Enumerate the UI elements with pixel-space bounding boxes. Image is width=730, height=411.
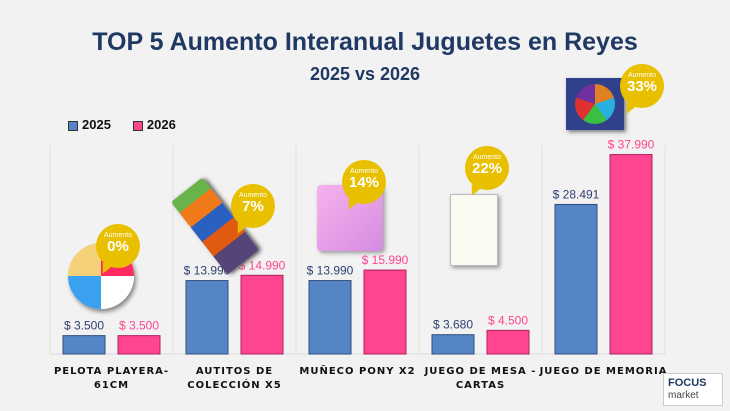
memory-game-image (566, 78, 624, 130)
category-label: MUÑECO PONY X2 (299, 364, 415, 377)
category-label: AUTITOS DE (196, 366, 273, 377)
category-label: COLECCIÓN X5 (187, 378, 281, 391)
data-label: $ 37.990 (608, 138, 655, 152)
data-label: $ 14.990 (239, 258, 286, 272)
bar-2025 (554, 203, 598, 355)
legend-label: 2025 (82, 117, 111, 132)
bar-2026 (363, 269, 407, 355)
legend-label: 2026 (146, 117, 176, 132)
chart-subtitle: 2025 vs 2026 (309, 64, 421, 84)
category-label: CARTAS (456, 380, 505, 391)
data-label: $ 3.680 (433, 318, 473, 332)
increase-bubble: Aumento 33% (620, 64, 664, 108)
bar-2026 (609, 154, 653, 355)
category-label: JUEGO DE MEMORIA (539, 366, 668, 377)
chart-title: TOP 5 Aumento Interanual Juguetes en Rey… (92, 28, 638, 56)
bar-2025 (62, 335, 106, 355)
increase-bubble: Aumento 14% (342, 160, 386, 204)
category-label: 61CM (94, 380, 129, 391)
data-label: $ 4.500 (488, 313, 528, 327)
increase-bubble: Aumento 22% (465, 146, 509, 190)
bar-2025 (431, 334, 475, 355)
bar-2026 (117, 335, 161, 355)
bar-2026 (486, 329, 530, 355)
legend-swatch (68, 120, 78, 131)
legend: 2025 2026 (68, 117, 176, 132)
category-label: JUEGO DE MESA - (424, 366, 537, 377)
card-game-image (450, 194, 498, 266)
data-label: $ 28.491 (553, 187, 600, 201)
data-label: $ 13.990 (307, 264, 354, 278)
legend-item-2025: 2025 (68, 117, 111, 132)
category-label: PELOTA PLAYERA- (54, 366, 169, 377)
legend-swatch (132, 120, 143, 131)
bar-2025 (185, 280, 229, 355)
legend-item-2026: 2026 (132, 117, 176, 132)
focus-market-logo: FOCUS market (663, 373, 723, 406)
data-label: $ 3.500 (119, 319, 159, 333)
data-label: $ 15.990 (362, 253, 409, 267)
data-label: $ 13.990 (184, 264, 231, 278)
increase-bubble: Aumento 7% (231, 184, 275, 228)
bar-2025 (308, 280, 352, 355)
data-label: $ 3.500 (64, 319, 104, 333)
bar-2026 (240, 274, 284, 355)
increase-bubble: Aumento 0% (96, 224, 140, 268)
